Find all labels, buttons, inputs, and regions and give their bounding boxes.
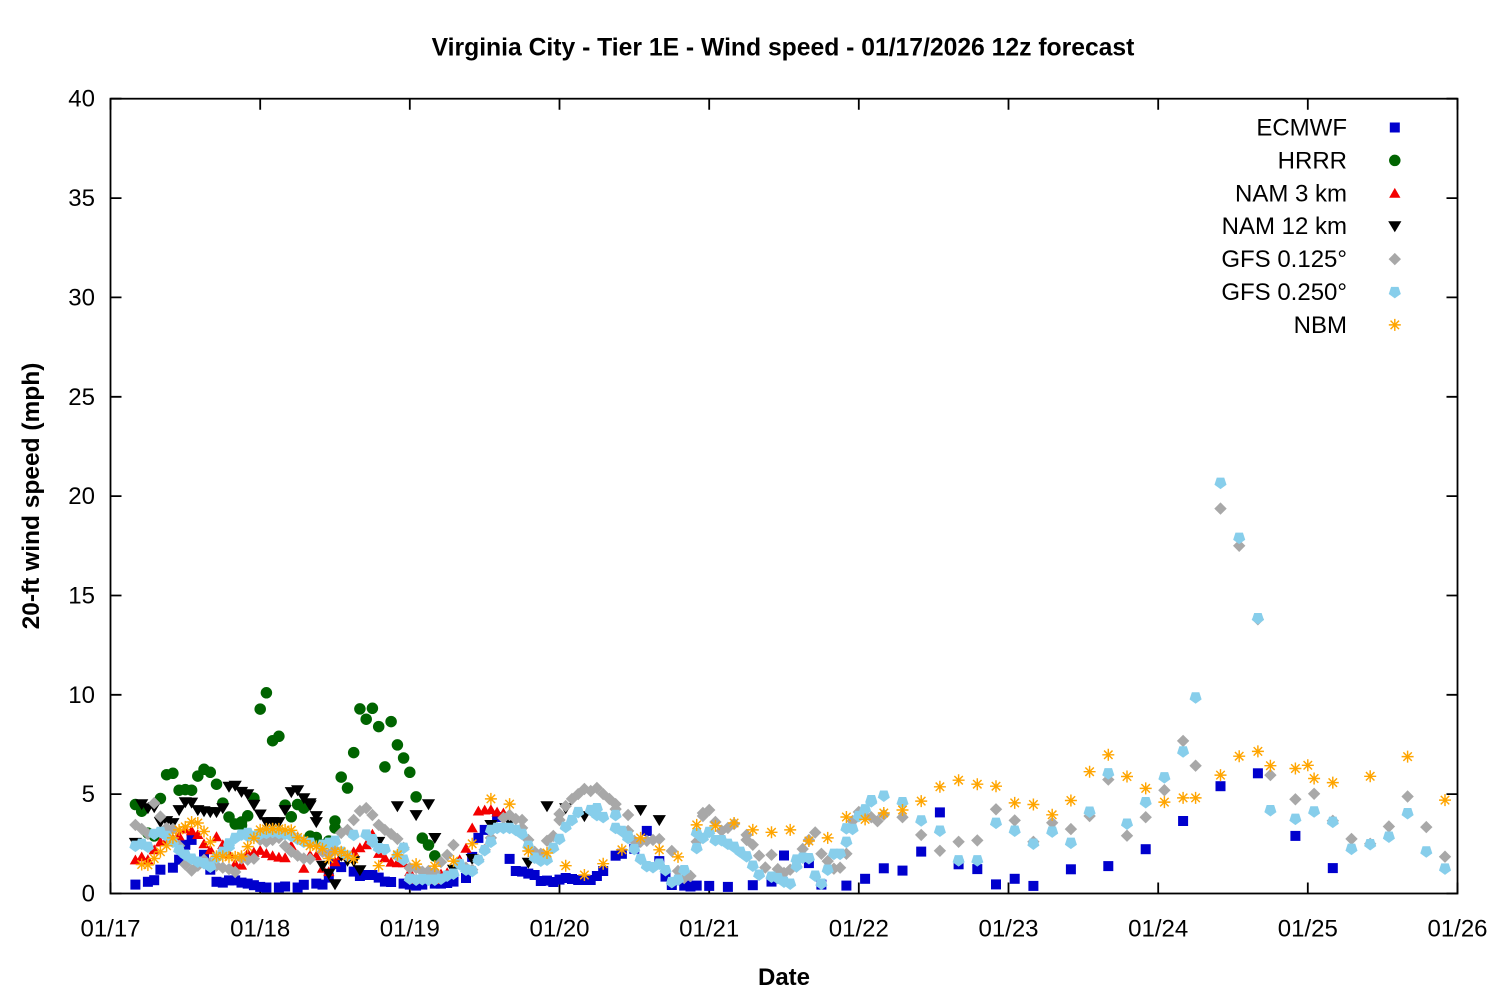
svg-text:01/25: 01/25	[1278, 916, 1338, 943]
svg-text:20: 20	[68, 483, 95, 510]
svg-text:35: 35	[68, 185, 95, 212]
svg-text:0: 0	[82, 881, 95, 908]
svg-text:40: 40	[68, 86, 95, 113]
svg-text:01/20: 01/20	[529, 916, 589, 943]
svg-text:NAM 12 km: NAM 12 km	[1222, 213, 1347, 240]
svg-text:15: 15	[68, 583, 95, 610]
svg-text:10: 10	[68, 682, 95, 709]
svg-text:01/23: 01/23	[978, 916, 1038, 943]
svg-text:NAM 3 km: NAM 3 km	[1235, 180, 1347, 207]
svg-text:30: 30	[68, 284, 95, 311]
svg-text:ECMWF: ECMWF	[1256, 115, 1347, 142]
svg-text:Virginia City - Tier 1E - Wind: Virginia City - Tier 1E - Wind speed - 0…	[432, 35, 1135, 62]
svg-text:HRRR: HRRR	[1278, 147, 1347, 174]
svg-text:01/22: 01/22	[829, 916, 889, 943]
svg-text:5: 5	[82, 781, 95, 808]
svg-text:25: 25	[68, 384, 95, 411]
svg-text:20-ft wind speed (mph): 20-ft wind speed (mph)	[18, 363, 45, 630]
svg-text:GFS 0.125°: GFS 0.125°	[1221, 246, 1347, 273]
svg-text:01/24: 01/24	[1128, 916, 1188, 943]
svg-text:GFS 0.250°: GFS 0.250°	[1221, 279, 1347, 306]
svg-text:NBM: NBM	[1294, 312, 1347, 339]
svg-text:01/21: 01/21	[679, 916, 739, 943]
svg-text:01/26: 01/26	[1427, 916, 1487, 943]
svg-text:01/19: 01/19	[380, 916, 440, 943]
svg-text:01/18: 01/18	[230, 916, 290, 943]
svg-text:Date: Date	[758, 964, 810, 991]
svg-text:01/17: 01/17	[80, 916, 140, 943]
